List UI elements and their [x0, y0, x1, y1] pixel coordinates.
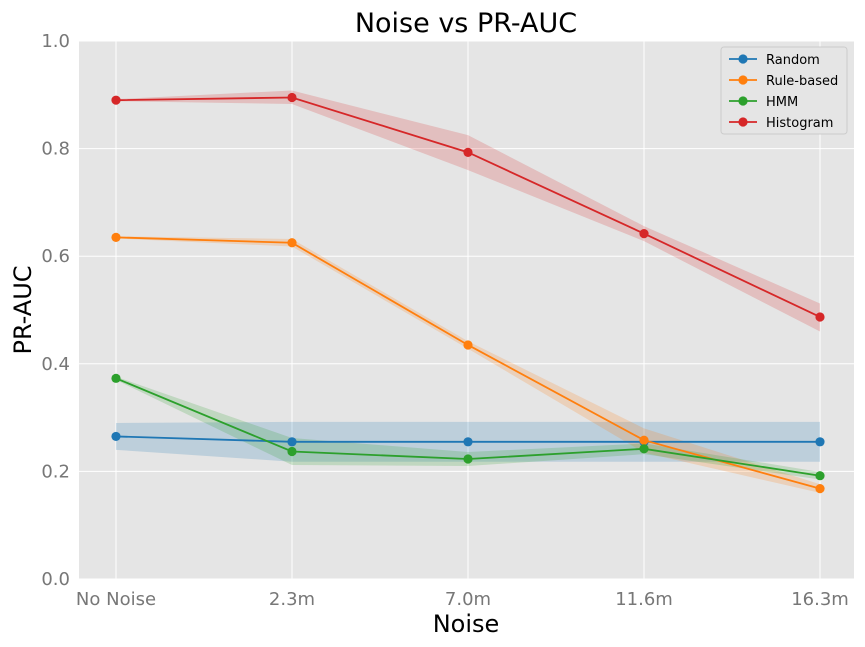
- y-tick-label: 0.2: [41, 461, 70, 482]
- legend-marker-random: [738, 54, 748, 64]
- legend-marker-histogram: [738, 117, 748, 127]
- data-point-rule-based: [639, 435, 649, 445]
- data-point-hmm: [463, 454, 473, 464]
- data-point-hmm: [287, 446, 297, 457]
- data-point-histogram: [111, 95, 121, 105]
- y-tick-label: 0.4: [41, 354, 70, 375]
- band-rule-based: [116, 236, 820, 493]
- x-tick-labels: No Noise 2.3m 7.0m 11.6m 16.3m: [76, 589, 849, 610]
- x-tick-label: No Noise: [76, 589, 156, 610]
- data-point-histogram: [287, 92, 297, 103]
- legend-label-rule-based: Rule-based: [766, 74, 838, 89]
- data-point-random: [287, 437, 297, 447]
- data-point-random: [111, 431, 121, 442]
- legend-marker-hmm: [738, 96, 748, 106]
- y-tick-label: 0.0: [41, 569, 70, 590]
- y-tick-label: 0.8: [41, 139, 70, 160]
- x-tick-label: 11.6m: [615, 589, 673, 610]
- data-point-histogram: [463, 147, 473, 157]
- x-tick-label: 7.0m: [445, 589, 491, 610]
- data-point-rule-based: [815, 484, 825, 494]
- y-tick-label: 1.0: [41, 31, 70, 52]
- legend-box: [720, 46, 848, 135]
- legend: Random Rule-based HMM Histogram: [720, 46, 848, 135]
- data-point-hmm: [815, 471, 825, 481]
- data-point-rule-based: [463, 340, 473, 350]
- legend-label-hmm: HMM: [766, 95, 798, 110]
- data-point-rule-based: [287, 238, 297, 248]
- legend-label-random: Random: [766, 53, 820, 68]
- legend-label-histogram: Histogram: [766, 116, 833, 131]
- chart-title: Noise vs PR-AUC: [355, 8, 577, 39]
- data-point-random: [815, 437, 825, 447]
- x-axis-label: Noise: [433, 610, 500, 638]
- data-point-hmm: [111, 373, 121, 383]
- y-tick-labels: 0.0 0.2 0.4 0.6 0.8 1.0: [41, 31, 70, 590]
- data-point-histogram: [639, 229, 649, 239]
- y-tick-label: 0.6: [41, 246, 70, 267]
- data-point-random: [463, 437, 473, 447]
- y-axis-label: PR-AUC: [9, 265, 37, 354]
- band-histogram: [116, 90, 820, 332]
- data-point-rule-based: [111, 232, 121, 242]
- data-point-histogram: [815, 312, 825, 322]
- legend-marker-rule-based: [738, 75, 748, 85]
- x-tick-label: 2.3m: [269, 589, 315, 610]
- series-lines: [111, 92, 825, 494]
- data-point-hmm: [639, 444, 649, 454]
- x-tick-label: 16.3m: [791, 589, 849, 610]
